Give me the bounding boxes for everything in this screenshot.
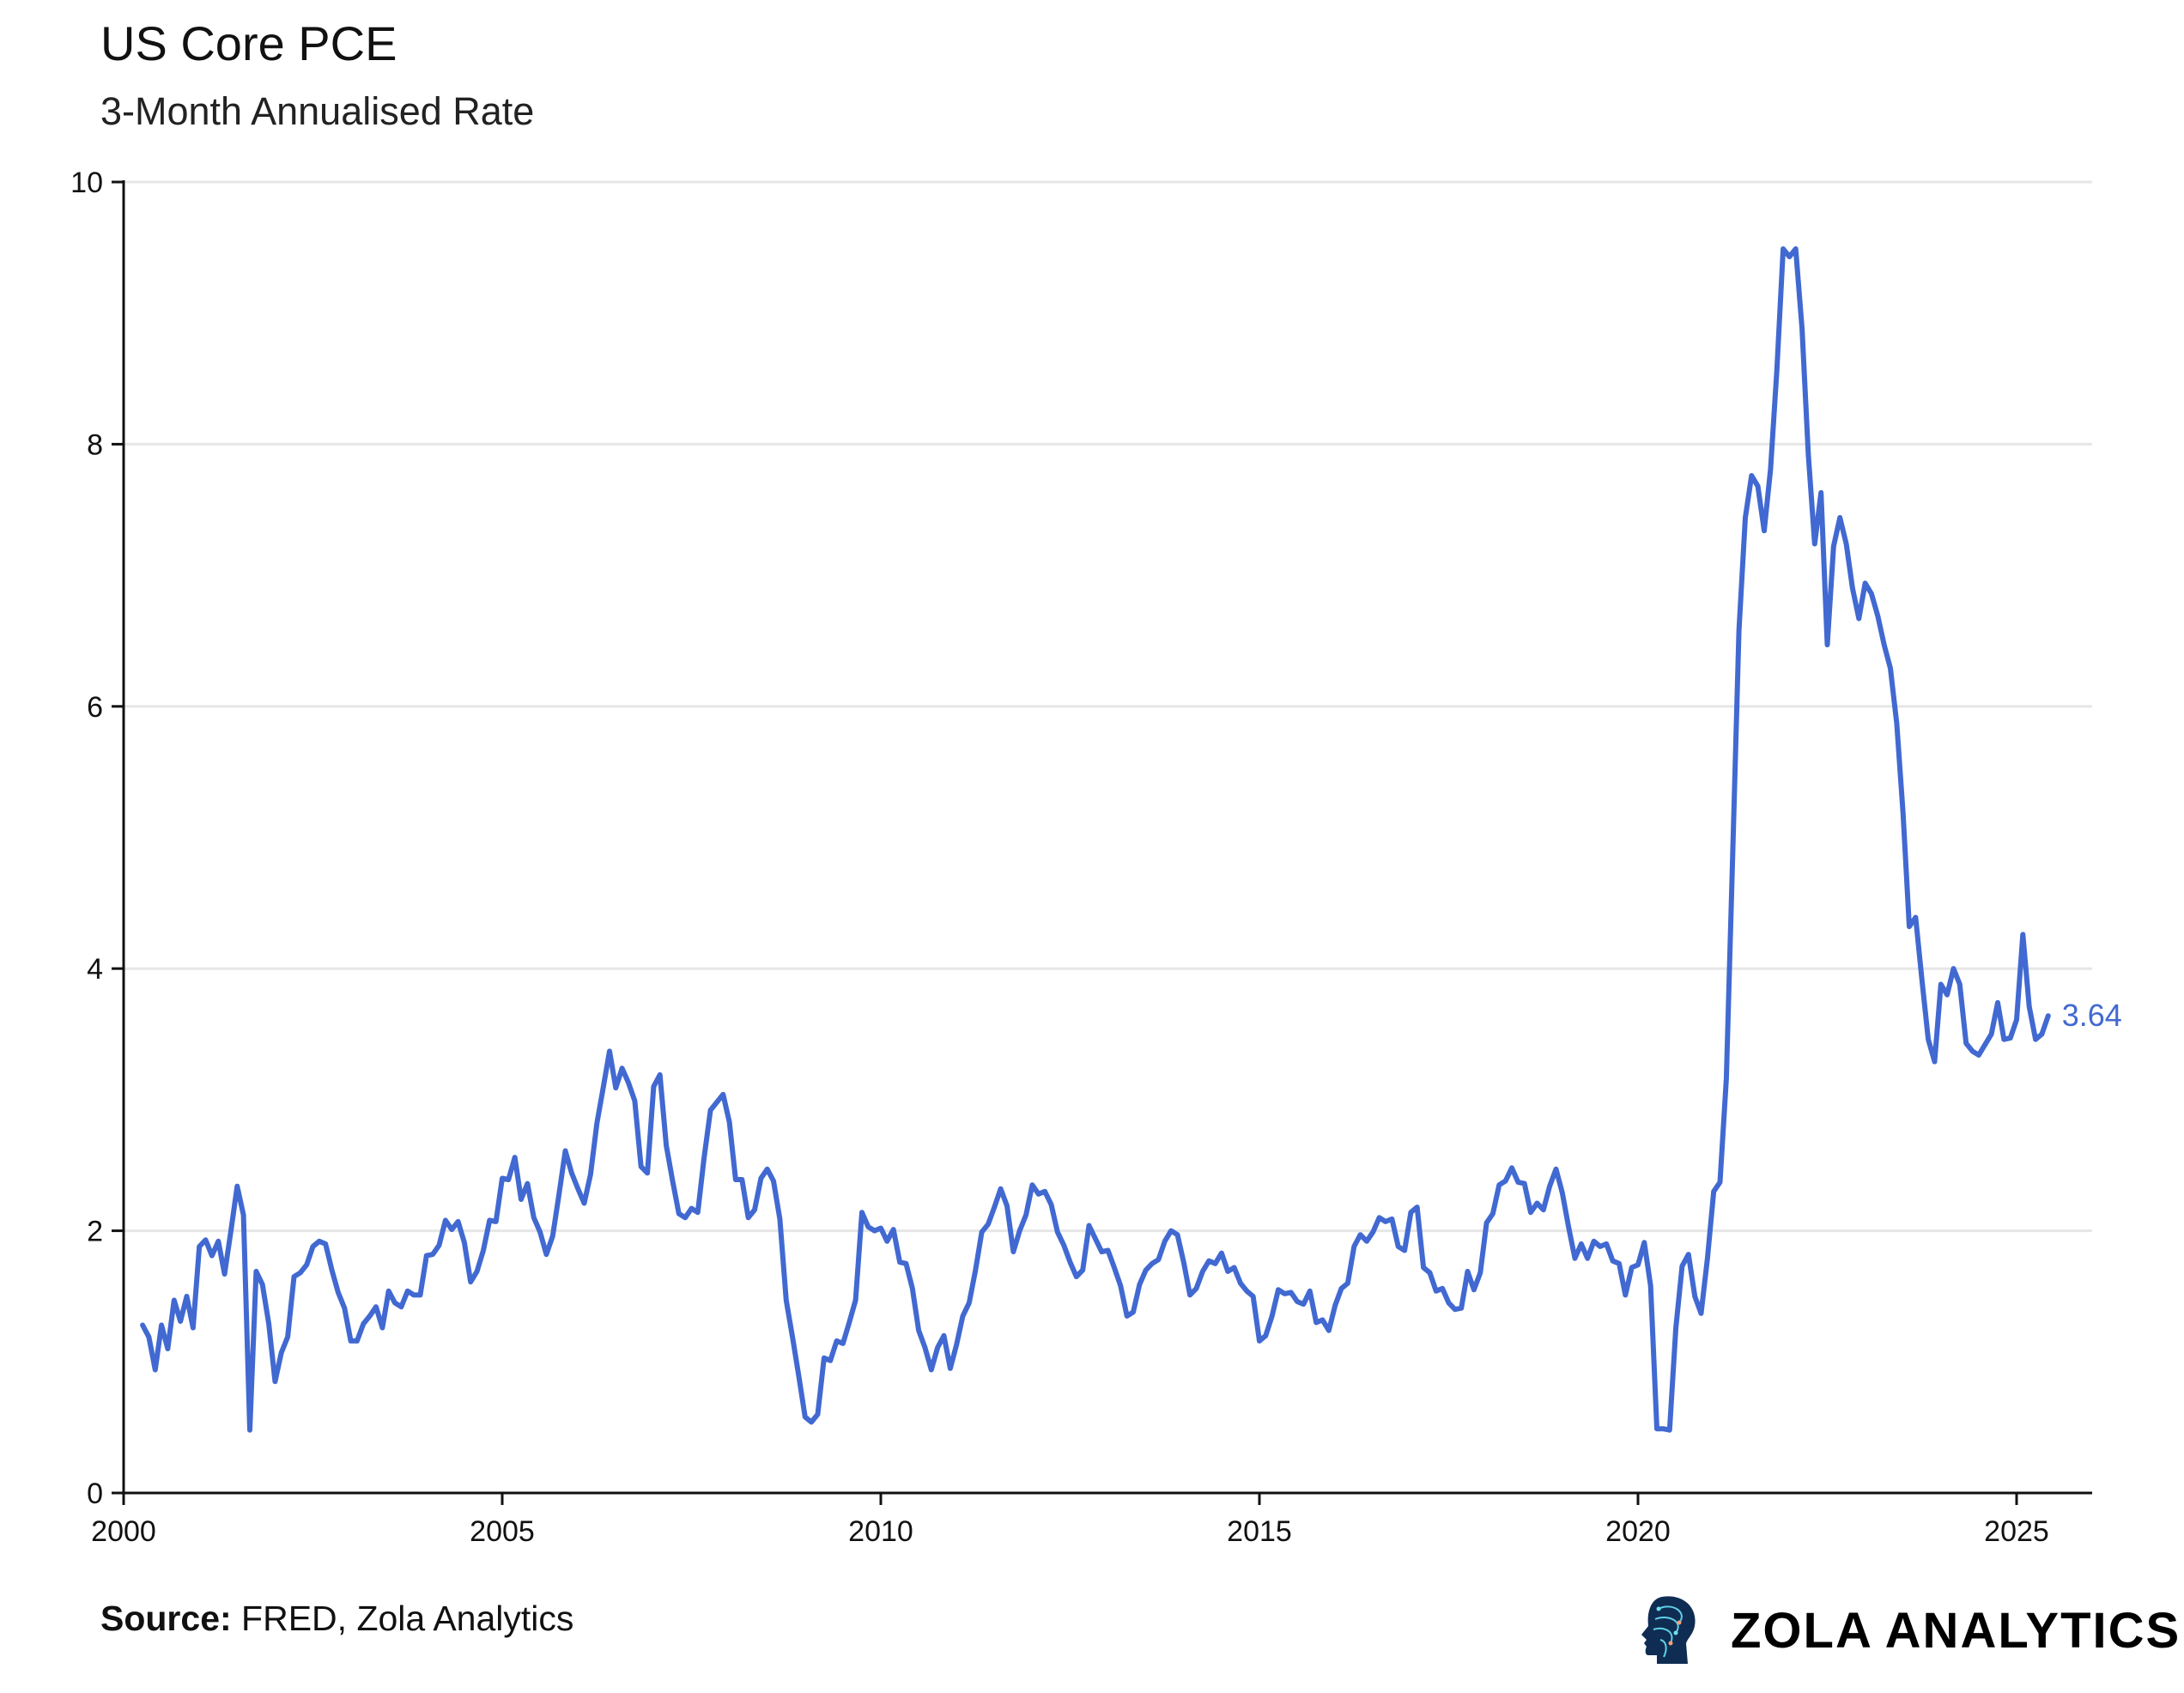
source-text: FRED, Zola Analytics	[231, 1599, 574, 1638]
chart-subtitle: 3-Month Annualised Rate	[100, 89, 535, 133]
x-axis: 2000 2005 2010 2015 2020 2025	[91, 1491, 2092, 1548]
x-tick-label: 2015	[1227, 1515, 1292, 1548]
y-tick-label: 4	[87, 953, 103, 986]
x-tick-label: 2025	[1984, 1515, 2049, 1548]
y-tick-label: 8	[87, 428, 103, 461]
x-tick-label: 2005	[470, 1515, 535, 1548]
y-tick-label: 2	[87, 1216, 103, 1248]
y-tick-label: 6	[87, 691, 103, 724]
series-line	[140, 246, 2051, 1433]
y-axis: 0 2 4 6 8 10	[70, 167, 125, 1510]
y-tick-label: 0	[87, 1478, 103, 1510]
chart-title: US Core PCE	[100, 16, 397, 70]
x-tick-label: 2020	[1605, 1515, 1671, 1548]
gridlines	[124, 180, 2092, 1233]
x-tick-label: 2010	[848, 1515, 913, 1548]
source-label: Source:	[100, 1599, 232, 1638]
head-circuit-icon	[1641, 1596, 1696, 1664]
x-tick-label: 2000	[91, 1515, 156, 1548]
end-value-label: 3.64	[2062, 998, 2122, 1033]
source-note: Source: FRED, Zola Analytics	[100, 1599, 573, 1639]
y-tick-label: 10	[70, 167, 103, 199]
brand-logo: ZOLA ANALYTICS	[1641, 1595, 2181, 1666]
brand-name: ZOLA ANALYTICS	[1731, 1602, 2181, 1659]
